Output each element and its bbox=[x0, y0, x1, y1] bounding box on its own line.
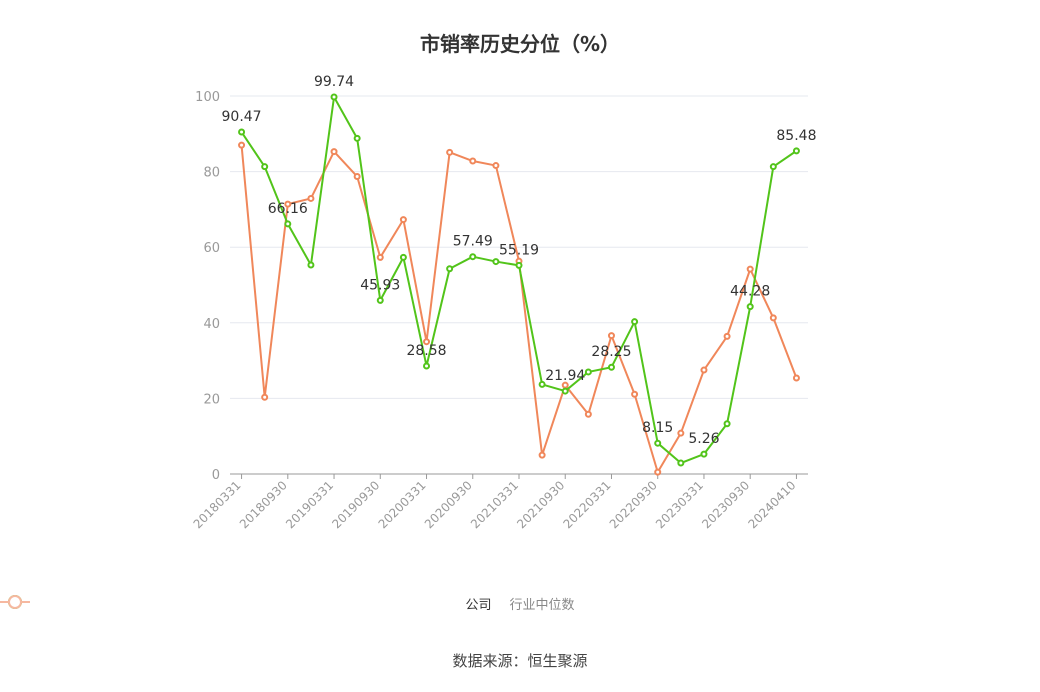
company-data-point bbox=[677, 459, 685, 467]
industry-data-point bbox=[353, 173, 361, 181]
x-tick-label: 20220930 bbox=[607, 478, 660, 531]
x-tick-label: 20210930 bbox=[514, 478, 567, 531]
x-tick-label: 20210331 bbox=[468, 478, 521, 531]
legend-item-industry[interactable]: 行业中位数 bbox=[0, 594, 575, 613]
company-data-point bbox=[700, 450, 708, 458]
company-data-point bbox=[330, 93, 338, 101]
industry-data-point bbox=[469, 157, 477, 165]
x-tick-label: 20180930 bbox=[237, 478, 290, 531]
industry-data-point bbox=[792, 374, 800, 382]
y-tick-label: 40 bbox=[203, 317, 220, 332]
company-data-point bbox=[238, 128, 246, 136]
company-data-label: 57.49 bbox=[453, 234, 493, 250]
company-data-point bbox=[654, 439, 662, 447]
industry-data-point bbox=[677, 429, 685, 437]
company-data-label: 5.26 bbox=[688, 431, 719, 447]
company-data-point bbox=[423, 362, 431, 370]
industry-data-point bbox=[284, 200, 292, 208]
industry-data-point bbox=[723, 332, 731, 340]
industry-data-point bbox=[607, 332, 615, 340]
data-source-note: 数据来源：恒生聚源 bbox=[452, 652, 588, 670]
company-data-point bbox=[284, 220, 292, 228]
x-tick-label: 20200930 bbox=[422, 478, 475, 531]
industry-data-point bbox=[654, 468, 662, 476]
company-data-point bbox=[376, 296, 384, 304]
company-data-label: 99.74 bbox=[314, 74, 354, 90]
industry-data-point bbox=[700, 366, 708, 374]
company-data-label: 90.47 bbox=[222, 109, 262, 125]
x-tick-label: 20200331 bbox=[376, 478, 429, 531]
legend-industry-marker-icon bbox=[0, 595, 30, 609]
company-data-point bbox=[561, 387, 569, 395]
company-data-point bbox=[469, 253, 477, 261]
company-data-point bbox=[353, 134, 361, 142]
x-tick-label: 20190930 bbox=[329, 478, 382, 531]
industry-data-point bbox=[631, 390, 639, 398]
company-series-line bbox=[240, 95, 798, 465]
company-data-label: 21.94 bbox=[545, 368, 585, 384]
x-tick-label: 20240410 bbox=[745, 478, 798, 531]
line-chart: 0 20 40 60 80 100 2018033120180930201903312019… bbox=[191, 74, 817, 531]
industry-data-point bbox=[307, 194, 315, 202]
company-data-point bbox=[492, 258, 500, 266]
industry-data-point bbox=[376, 253, 384, 261]
x-tick-label: 20220331 bbox=[561, 478, 614, 531]
industry-data-point bbox=[584, 410, 592, 418]
y-tick-label: 100 bbox=[195, 90, 220, 105]
y-tick-label: 0 bbox=[212, 468, 220, 483]
legend-label-company: 公司 bbox=[465, 598, 492, 613]
company-data-point bbox=[723, 420, 731, 428]
company-data-label: 45.93 bbox=[360, 277, 400, 293]
industry-data-point bbox=[261, 393, 269, 401]
x-tick-label: 20230930 bbox=[699, 478, 752, 531]
legend-item-company[interactable]: 公司 bbox=[0, 594, 492, 613]
company-data-point bbox=[631, 318, 639, 326]
chart-title: 市销率历史分位（%） bbox=[419, 32, 621, 56]
company-data-point bbox=[538, 380, 546, 388]
company-data-point bbox=[607, 363, 615, 371]
industry-data-point bbox=[399, 216, 407, 224]
y-tick-label: 20 bbox=[203, 392, 220, 407]
company-data-point bbox=[584, 368, 592, 376]
company-data-label: 55.19 bbox=[499, 242, 539, 258]
company-data-label: 8.15 bbox=[642, 420, 673, 436]
industry-data-point bbox=[769, 314, 777, 322]
industry-data-point bbox=[492, 162, 500, 170]
company-data-label: 66.16 bbox=[268, 201, 308, 217]
industry-series-line bbox=[240, 145, 798, 474]
company-data-label: 44.28 bbox=[730, 284, 770, 300]
industry-data-point bbox=[238, 141, 246, 149]
y-tick-label: 80 bbox=[203, 166, 220, 181]
company-data-point bbox=[746, 303, 754, 311]
company-data-point bbox=[446, 265, 454, 273]
industry-data-point bbox=[446, 148, 454, 156]
legend-label-industry: 行业中位数 bbox=[509, 598, 575, 613]
company-data-point bbox=[307, 261, 315, 269]
company-data-point bbox=[769, 163, 777, 171]
x-tick-label: 20180331 bbox=[191, 478, 244, 531]
x-tick-label: 20190331 bbox=[283, 478, 336, 531]
x-tick-label: 20230331 bbox=[653, 478, 706, 531]
company-data-point bbox=[399, 253, 407, 261]
y-tick-label: 60 bbox=[203, 241, 220, 256]
industry-data-point bbox=[746, 265, 754, 273]
chart-legend: 公司 行业中位数 bbox=[0, 594, 1040, 613]
industry-data-point bbox=[423, 338, 431, 346]
company-data-point bbox=[261, 163, 269, 171]
company-data-point bbox=[792, 147, 800, 155]
industry-data-point bbox=[538, 451, 546, 459]
company-data-point bbox=[515, 261, 523, 269]
company-data-label: 85.48 bbox=[776, 128, 816, 144]
company-data-label: 28.58 bbox=[406, 343, 446, 359]
industry-data-point bbox=[330, 148, 338, 156]
company-data-label: 28.25 bbox=[591, 344, 631, 360]
